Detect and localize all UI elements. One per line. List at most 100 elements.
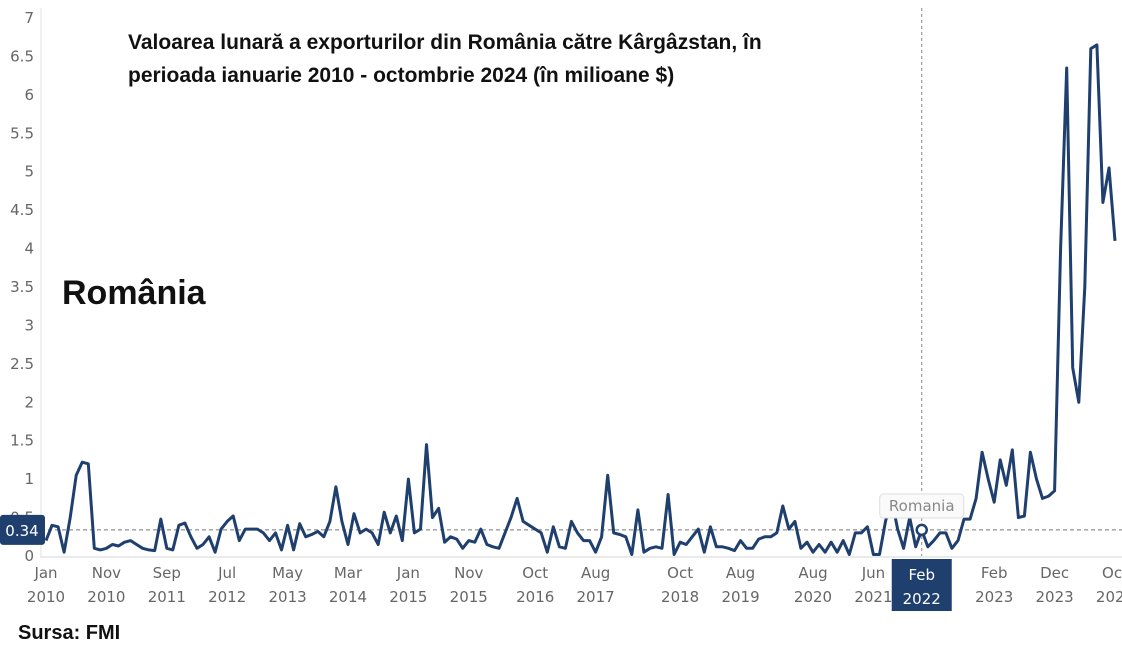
- data-point[interactable]: [406, 477, 410, 481]
- data-point[interactable]: [569, 519, 573, 523]
- data-point[interactable]: [793, 519, 797, 523]
- data-point[interactable]: [135, 542, 139, 546]
- data-point[interactable]: [225, 519, 229, 523]
- data-point[interactable]: [853, 531, 857, 535]
- data-point[interactable]: [123, 540, 127, 544]
- data-point[interactable]: [1010, 448, 1014, 452]
- data-point[interactable]: [805, 540, 809, 544]
- data-point[interactable]: [751, 546, 755, 550]
- data-point[interactable]: [708, 525, 712, 529]
- data-point[interactable]: [660, 546, 664, 550]
- data-point[interactable]: [859, 531, 863, 535]
- data-point[interactable]: [563, 546, 567, 550]
- data-point[interactable]: [1034, 477, 1038, 481]
- data-point[interactable]: [992, 500, 996, 504]
- data-point[interactable]: [1022, 514, 1026, 518]
- data-point[interactable]: [533, 527, 537, 531]
- data-point[interactable]: [1071, 366, 1075, 370]
- data-point[interactable]: [467, 539, 471, 543]
- data-point[interactable]: [998, 458, 1002, 462]
- data-point[interactable]: [110, 542, 114, 546]
- data-point[interactable]: [642, 550, 646, 554]
- data-point[interactable]: [823, 550, 827, 554]
- data-point[interactable]: [219, 527, 223, 531]
- data-point[interactable]: [600, 535, 604, 539]
- data-point[interactable]: [491, 545, 495, 549]
- data-point[interactable]: [195, 546, 199, 550]
- data-point[interactable]: [286, 523, 290, 527]
- data-point[interactable]: [153, 549, 157, 553]
- data-point[interactable]: [545, 550, 549, 554]
- data-point[interactable]: [968, 517, 972, 521]
- data-point[interactable]: [382, 510, 386, 514]
- data-point[interactable]: [237, 539, 241, 543]
- data-point[interactable]: [159, 517, 163, 521]
- data-point[interactable]: [775, 531, 779, 535]
- data-point[interactable]: [726, 546, 730, 550]
- data-point[interactable]: [249, 527, 253, 531]
- data-point[interactable]: [316, 529, 320, 533]
- data-point[interactable]: [1004, 483, 1008, 487]
- data-point[interactable]: [829, 540, 833, 544]
- data-point[interactable]: [672, 552, 676, 556]
- data-point[interactable]: [690, 535, 694, 539]
- data-point[interactable]: [883, 519, 887, 523]
- data-point[interactable]: [527, 523, 531, 527]
- data-point[interactable]: [485, 542, 489, 546]
- data-point[interactable]: [1028, 450, 1032, 454]
- data-point[interactable]: [68, 516, 72, 520]
- data-point[interactable]: [938, 531, 942, 535]
- data-point[interactable]: [322, 535, 326, 539]
- data-point[interactable]: [400, 539, 404, 543]
- data-point[interactable]: [763, 535, 767, 539]
- data-point[interactable]: [443, 540, 447, 544]
- data-point[interactable]: [1113, 239, 1117, 243]
- data-point[interactable]: [461, 546, 465, 550]
- data-point[interactable]: [896, 527, 900, 531]
- data-point[interactable]: [92, 546, 96, 550]
- data-point[interactable]: [1107, 166, 1111, 170]
- data-point[interactable]: [551, 525, 555, 529]
- data-point[interactable]: [424, 443, 428, 447]
- data-point[interactable]: [684, 542, 688, 546]
- data-point[interactable]: [437, 506, 441, 510]
- data-point[interactable]: [962, 517, 966, 521]
- data-point[interactable]: [588, 539, 592, 543]
- data-point[interactable]: [515, 496, 519, 500]
- data-point[interactable]: [189, 535, 193, 539]
- data-point[interactable]: [98, 548, 102, 552]
- data-point[interactable]: [292, 548, 296, 552]
- data-point[interactable]: [654, 545, 658, 549]
- data-point[interactable]: [1065, 66, 1069, 70]
- data-point[interactable]: [267, 539, 271, 543]
- data-point[interactable]: [696, 527, 700, 531]
- data-point[interactable]: [62, 550, 66, 554]
- data-point[interactable]: [714, 545, 718, 549]
- data-point[interactable]: [1077, 400, 1081, 404]
- data-point[interactable]: [304, 535, 308, 539]
- data-point[interactable]: [388, 531, 392, 535]
- data-point[interactable]: [231, 514, 235, 518]
- data-point[interactable]: [310, 532, 314, 536]
- data-point[interactable]: [871, 552, 875, 556]
- data-point[interactable]: [255, 527, 259, 531]
- data-point[interactable]: [1095, 43, 1099, 47]
- data-point[interactable]: [720, 545, 724, 549]
- data-point[interactable]: [799, 546, 803, 550]
- data-point[interactable]: [455, 537, 459, 541]
- data-point[interactable]: [394, 514, 398, 518]
- data-point[interactable]: [817, 542, 821, 546]
- data-point[interactable]: [914, 545, 918, 549]
- data-point[interactable]: [213, 550, 217, 554]
- data-point[interactable]: [274, 531, 278, 535]
- data-point[interactable]: [473, 540, 477, 544]
- data-point[interactable]: [769, 535, 773, 539]
- data-point[interactable]: [1101, 200, 1105, 204]
- data-point[interactable]: [431, 516, 435, 520]
- data-point[interactable]: [521, 519, 525, 523]
- data-point[interactable]: [1083, 285, 1087, 289]
- data-point[interactable]: [183, 521, 187, 525]
- data-point[interactable]: [745, 546, 749, 550]
- data-point[interactable]: [1059, 247, 1063, 251]
